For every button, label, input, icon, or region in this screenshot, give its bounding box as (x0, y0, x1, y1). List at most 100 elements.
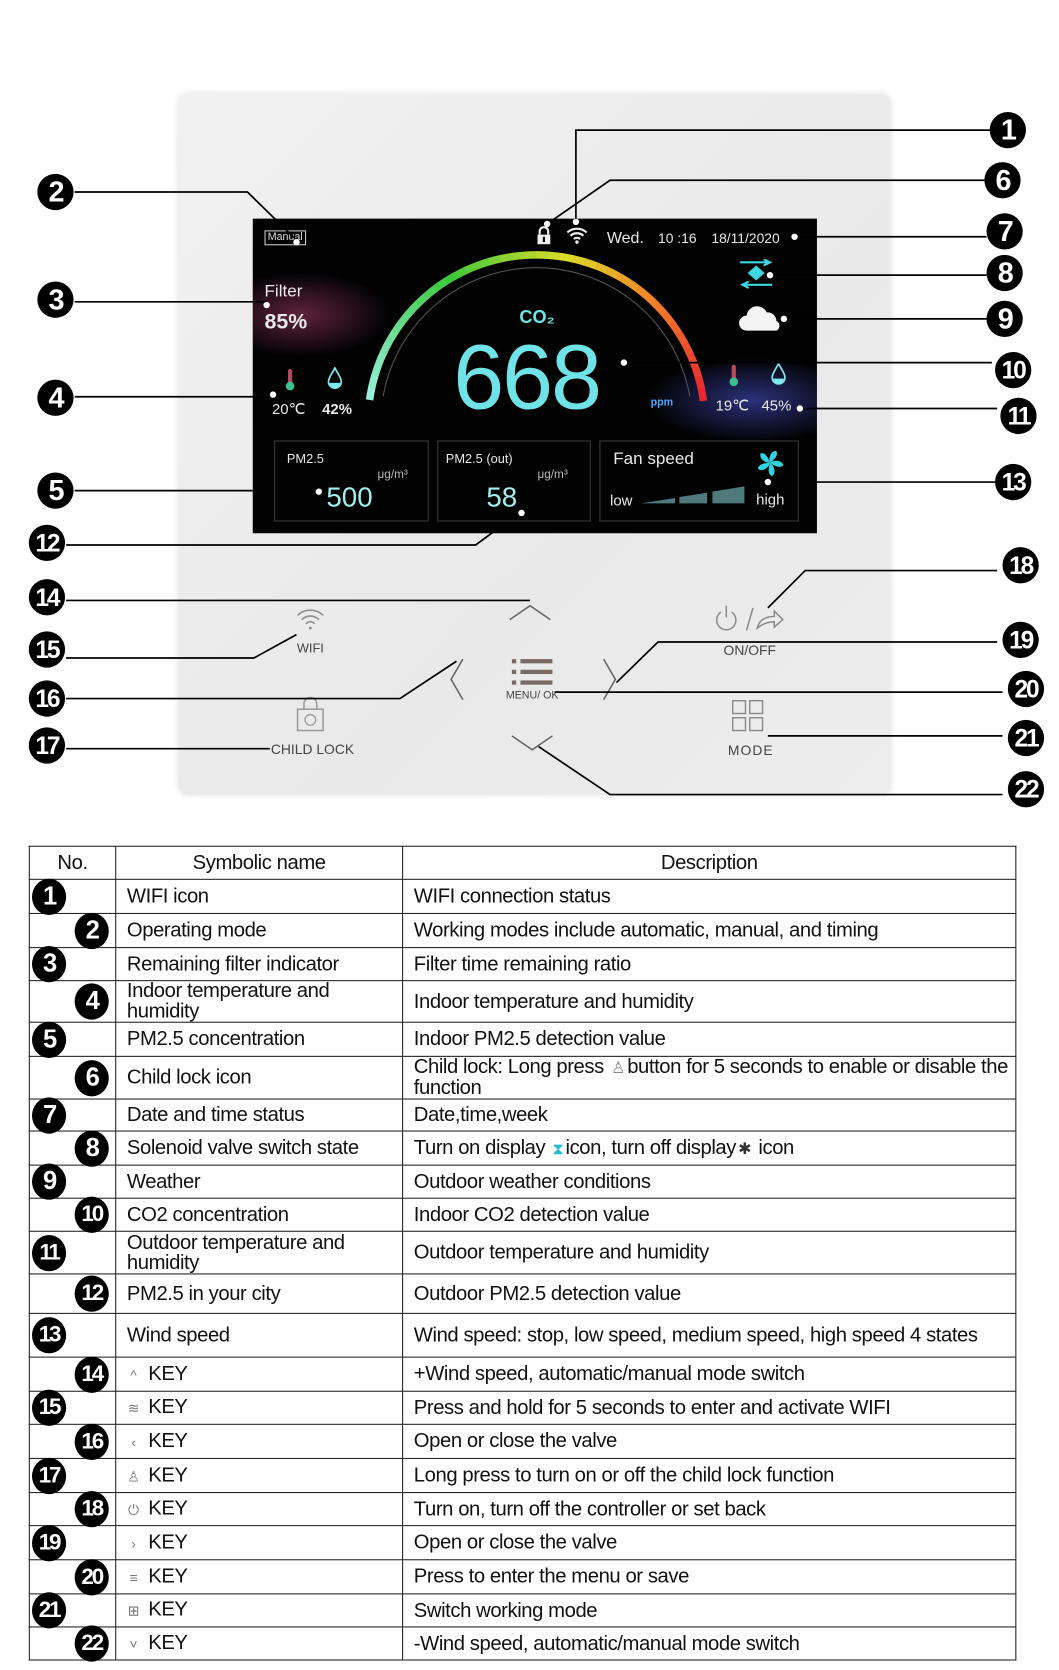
row-number-cell: 16 (28, 1423, 117, 1460)
pm25-outdoor-box: PM2.5 (out) μg/m³ 58 (437, 440, 591, 522)
symbolic-name: Operating mode (126, 919, 267, 942)
row-number-cell: 13 (28, 1312, 117, 1358)
valve-off-icon: ✱ (738, 1139, 752, 1158)
description-cell: Outdoor weather conditions (402, 1164, 1017, 1199)
symbolic-name-cell: Outdoor temperature and humidity (115, 1230, 404, 1275)
table-row: 22 ˅ KEY -Wind speed, automatic/manual mode… (28, 1625, 1017, 1662)
mode-key-label[interactable]: MODE (727, 742, 774, 759)
symbolic-name-cell: ⊞ KEY (115, 1593, 404, 1628)
symbolic-name: PM2.5 concentration (126, 1028, 305, 1051)
table-row: 14 ^ KEY +Wind speed, automatic/manual mode… (28, 1356, 1017, 1393)
row-number-badge: 11 (31, 1234, 67, 1271)
child-lock-key-icon[interactable] (294, 696, 326, 732)
menu-icon: ≡ (129, 1569, 138, 1586)
table-row: 15 ≋ KEY Press and hold for 5 seconds to en… (28, 1389, 1017, 1426)
symbolic-name: KEY (148, 1396, 188, 1419)
description-text: Indoor temperature and humidity (413, 990, 694, 1013)
symbolic-name-cell: ≡ KEY (115, 1559, 404, 1595)
on-off-key-label[interactable]: ON/OFF (723, 642, 776, 659)
on-off-key-icon[interactable] (715, 605, 785, 633)
description-cell: Child lock: Long press ♙ button for 5 sec… (402, 1055, 1017, 1100)
description-text: Wind speed: stop, low speed, medium spee… (413, 1324, 978, 1347)
down-key[interactable] (510, 735, 555, 752)
description-text: Outdoor weather conditions (413, 1170, 651, 1193)
wifi-key-icon[interactable] (294, 607, 326, 630)
description-text: Switch working mode (413, 1599, 598, 1622)
symbolic-name: Remaining filter indicator (126, 952, 339, 976)
table-row: 18 ⏻ KEY Turn on, turn off the controller o… (28, 1490, 1017, 1528)
mode-key-icon[interactable] (731, 699, 764, 732)
row-number-badge: 10 (74, 1196, 109, 1233)
row-number-badge: 20 (74, 1558, 109, 1595)
row-number-badge: 7 (31, 1096, 67, 1134)
symbolic-name: KEY (148, 1598, 188, 1622)
mode-label: Manual (264, 230, 306, 246)
filter-value: 85% (264, 310, 308, 334)
row-number-cell: 17 (28, 1457, 117, 1494)
outdoor-temperature: 19℃ (715, 396, 749, 414)
pm25-label: PM2.5 (286, 451, 324, 467)
chevron-down-icon: ˅ (129, 1636, 138, 1653)
symbolic-name-cell: Remaining filter indicator (115, 947, 404, 982)
menu-key-icon[interactable] (511, 658, 554, 686)
wifi-key-label[interactable]: WIFI (296, 640, 324, 656)
row-number-cell: 7 (28, 1096, 117, 1134)
row-number-cell: 18 (28, 1490, 117, 1528)
callout-11: 11 (1000, 397, 1037, 435)
row-number-cell: 15 (28, 1389, 117, 1426)
symbolic-name-cell: ⏻ KEY (115, 1492, 404, 1527)
callout-18: 18 (1002, 547, 1039, 584)
description-text: Indoor PM2.5 detection value (413, 1028, 666, 1051)
table-row: 10 CO2 concentration Indoor CO2 detection … (28, 1196, 1017, 1233)
table-row: 12 PM2.5 in your city Outdoor PM2.5 detect… (28, 1273, 1017, 1314)
table-row: 11 Outdoor temperature and humidity Outdoo… (28, 1230, 1017, 1275)
table-row: 1 WIFI icon WIFI connection status (28, 878, 1017, 915)
symbolic-name-cell: WIFI icon (115, 878, 404, 914)
description-text-2: button for 5 seconds to enable or disabl… (413, 1055, 1009, 1100)
description-cell: -Wind speed, automatic/manual mode switc… (402, 1626, 1017, 1661)
pm25-unit: μg/m³ (377, 468, 408, 481)
row-number-cell: 6 (28, 1055, 117, 1100)
description-cell: Turn on display ⧗ icon, turn off display ✱… (402, 1130, 1017, 1166)
description-cell: Date,time,week (402, 1098, 1017, 1132)
row-number-badge: 16 (74, 1423, 109, 1460)
symbolic-name-cell: PM2.5 concentration (115, 1021, 404, 1057)
chevron-right-icon: › (131, 1535, 136, 1552)
row-number-badge: 13 (31, 1317, 67, 1354)
row-number-badge: 15 (31, 1389, 67, 1426)
symbolic-name-cell: CO2 concentration (115, 1197, 404, 1232)
callout-12: 12 (28, 524, 66, 561)
legend-table: No. Symbolic name Description 1 WIFI icon… (28, 845, 1017, 1662)
description-cell: Filter time remaining ratio (402, 947, 1017, 982)
description-cell: Outdoor PM2.5 detection value (402, 1273, 1017, 1314)
table-row: 9 Weather Outdoor weather conditions (28, 1163, 1017, 1200)
row-number-badge: 5 (31, 1021, 67, 1058)
row-number-cell: 22 (28, 1625, 117, 1662)
callout-20: 20 (1007, 670, 1045, 708)
menu-key-label[interactable]: MENU/ OK (505, 690, 559, 702)
row-number-badge: 6 (74, 1059, 109, 1096)
table-row: 5 PM2.5 concentration Indoor PM2.5 detecti… (28, 1021, 1017, 1058)
row-number-cell: 21 (28, 1592, 117, 1629)
left-key[interactable] (448, 657, 465, 702)
row-number-badge: 9 (31, 1163, 67, 1200)
description-cell: Switch working mode (402, 1593, 1017, 1628)
description-text: Turn on, turn off the controller or set … (413, 1497, 766, 1521)
symbolic-name: Weather (126, 1170, 201, 1193)
description-cell: WIFI connection status (402, 878, 1017, 914)
description-text: Open or close the valve (413, 1531, 618, 1554)
callout-15: 15 (28, 631, 66, 668)
row-number-cell: 1 (28, 878, 117, 915)
child-lock-key-label[interactable]: CHILD LOCK (270, 741, 355, 758)
table-row: 17 ♙ KEY Long press to turn on or off the c… (28, 1457, 1017, 1494)
callout-22: 22 (1007, 771, 1045, 808)
outdoor-humidity-drop-icon (771, 362, 786, 385)
description-cell: +Wind speed, automatic/manual mode switc… (402, 1356, 1017, 1392)
header-symbolic-name: Symbolic name (115, 845, 404, 880)
up-key[interactable] (508, 604, 553, 621)
gauge-arc-segment (697, 387, 708, 402)
row-number-cell: 20 (28, 1558, 117, 1595)
description-cell: Press to enter the menu or save (402, 1559, 1017, 1595)
description-text: Outdoor temperature and humidity (413, 1241, 709, 1264)
callout-14: 14 (28, 579, 66, 616)
